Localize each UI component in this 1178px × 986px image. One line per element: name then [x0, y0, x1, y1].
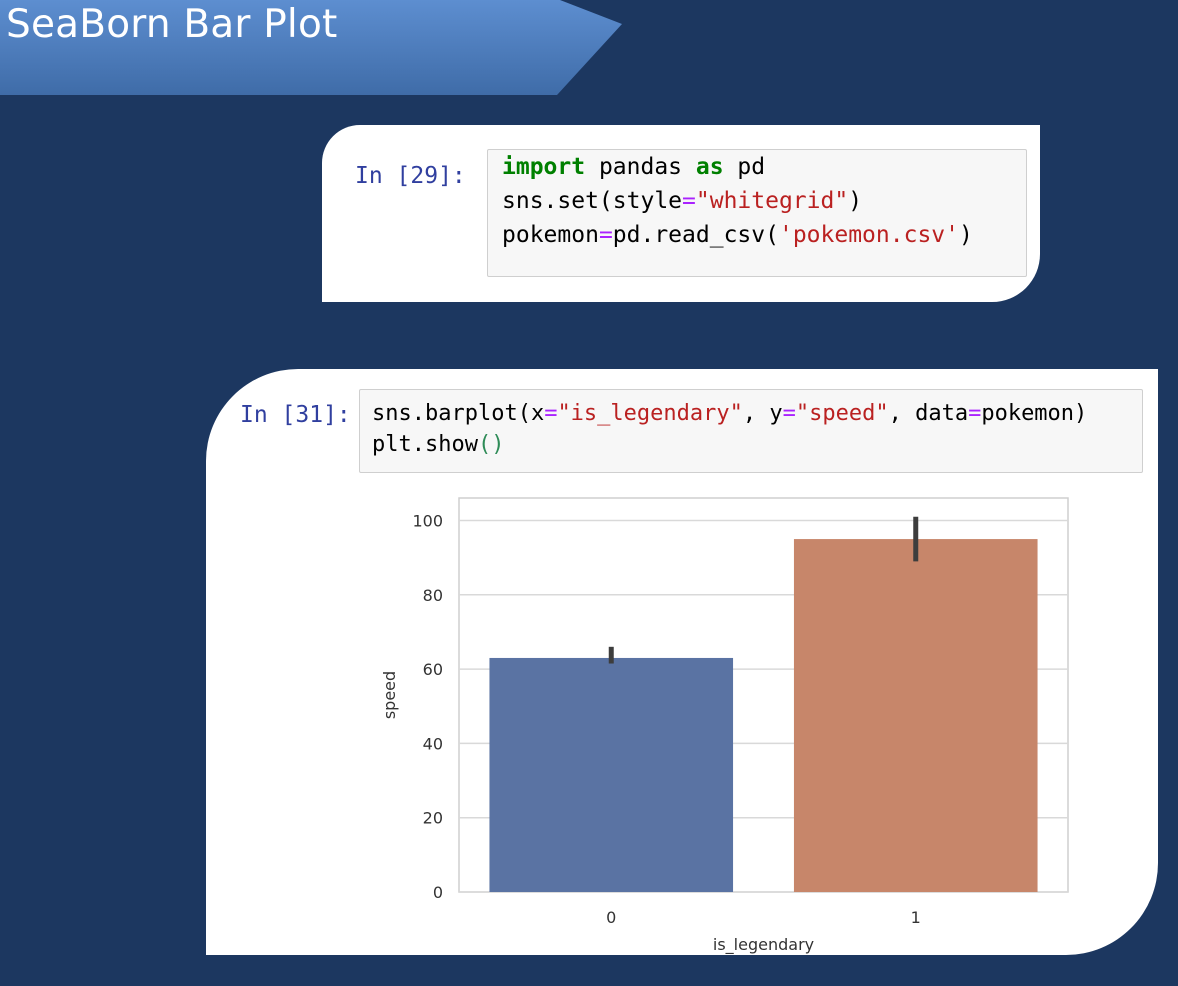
code-token: =: [544, 401, 558, 426]
code-line: plt.show(): [372, 429, 1142, 460]
code-input[interactable]: sns.barplot(x="is_legendary", y="speed",…: [359, 389, 1143, 473]
bar-1: [793, 539, 1038, 892]
cell-prompt: In [29]:: [355, 163, 466, 189]
title-banner: [0, 0, 622, 95]
y-tick-label: 0: [433, 883, 443, 902]
code-token: (): [477, 432, 505, 457]
code-input[interactable]: import pandas as pd sns.set(style="whiteg…: [487, 149, 1027, 277]
y-tick-label: 100: [412, 512, 443, 531]
code-token: , y: [742, 401, 783, 426]
code-token: ): [848, 188, 863, 214]
code-token: import: [502, 154, 586, 180]
x-tick-label: 1: [911, 908, 921, 927]
code-token: "speed": [795, 401, 889, 426]
slide-title: SeaBorn Bar Plot: [6, 2, 338, 47]
bar-chart: 0 20 40 60 80 100 0 1 speed is_legendary: [380, 497, 1069, 955]
code-token: pokemon: [502, 222, 599, 248]
code-token: =: [782, 401, 796, 426]
code-token: ): [958, 222, 973, 248]
code-token: =: [598, 222, 613, 248]
code-token: , data: [888, 401, 969, 426]
code-token: pd.read_csv(: [612, 222, 779, 248]
notebook-cell-31: In [31]: sns.barplot(x="is_legendary", y…: [206, 369, 1158, 955]
code-line: import pandas as pd: [502, 150, 1026, 184]
code-token: 'pokemon.csv': [778, 222, 959, 248]
code-token: pd: [723, 154, 766, 180]
y-tick-label: 20: [423, 809, 443, 828]
y-tick-label: 40: [423, 734, 443, 753]
code-token: sns.barplot(x: [372, 401, 545, 426]
code-token: pokemon): [981, 401, 1088, 426]
code-token: sns.set(style: [502, 188, 683, 214]
code-line: pokemon=pd.read_csv('pokemon.csv'): [502, 218, 1026, 252]
code-token: plt.show: [372, 432, 478, 457]
y-axis-label: speed: [380, 671, 399, 719]
y-tick-label: 60: [423, 660, 443, 679]
y-tick-label: 80: [423, 586, 443, 605]
code-line: sns.set(style="whitegrid"): [502, 184, 1026, 218]
notebook-cell-29: In [29]: import pandas as pd sns.set(styl…: [322, 125, 1040, 302]
code-token: =: [682, 188, 696, 214]
x-axis-label: is_legendary: [713, 935, 814, 955]
cell-prompt: In [31]:: [240, 402, 351, 428]
code-token: "is_legendary": [557, 401, 743, 426]
code-line: sns.barplot(x="is_legendary", y="speed",…: [372, 398, 1142, 429]
code-token: =: [968, 401, 982, 426]
code-token: as: [695, 154, 724, 180]
code-token: "whitegrid": [695, 188, 849, 214]
bar-0: [489, 657, 734, 892]
code-token: pandas: [585, 154, 696, 180]
x-tick-label: 0: [606, 908, 616, 927]
